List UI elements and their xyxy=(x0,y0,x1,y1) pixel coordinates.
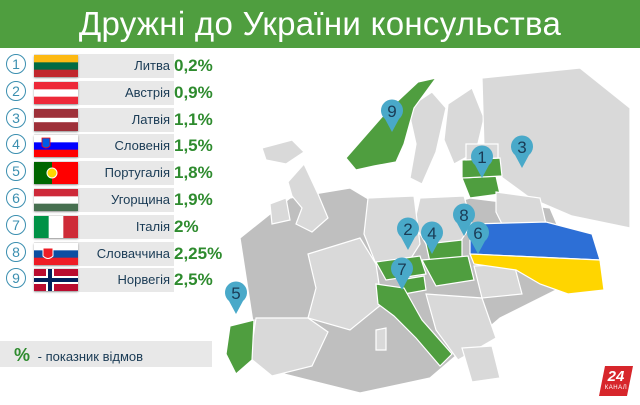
legend-strip xyxy=(0,341,212,367)
country-flag-icon xyxy=(34,81,78,104)
rank-number: 1 xyxy=(6,54,26,74)
refusal-rate-value: 2,5% xyxy=(174,270,213,290)
rank-number: 2 xyxy=(6,80,26,101)
country-ukraine-blue xyxy=(469,221,601,261)
legend-text: - показник відмов xyxy=(37,349,144,364)
map-pin-icon: 2 xyxy=(397,217,419,250)
map-pin-shape xyxy=(453,203,475,236)
map-pin-shape xyxy=(511,135,533,168)
country-name: Словенія xyxy=(114,138,170,154)
map-pin-icon: 6 xyxy=(467,221,490,254)
map-pin-label: 7 xyxy=(397,260,406,279)
map-pin-label: 4 xyxy=(427,224,436,243)
map-pin-icon: 3 xyxy=(511,135,533,168)
map-pin-shape xyxy=(391,257,413,290)
map-pin-icon: 8 xyxy=(453,203,475,236)
map-pin-icon: 4 xyxy=(421,221,443,254)
map-pin-shape xyxy=(225,281,247,314)
country-france xyxy=(307,237,383,331)
map-pin-shape xyxy=(470,145,493,178)
ranking-row: 5 Португалія 1,8% xyxy=(0,161,240,187)
country-name: Угорщина xyxy=(111,192,170,207)
map-pin-shape xyxy=(467,221,490,254)
logo-sub-text: КАНАЛ xyxy=(604,385,628,391)
rank-number: 6 xyxy=(6,188,26,208)
legend-symbol: % xyxy=(14,345,31,365)
country-flag-icon xyxy=(34,215,78,238)
country-flag-icon xyxy=(34,269,78,292)
country-ireland xyxy=(269,197,291,225)
country-name: Норвегія xyxy=(117,272,170,288)
country-name: Італія xyxy=(135,218,170,234)
map-pin-label: 9 xyxy=(387,102,396,121)
map-pin-shape xyxy=(381,99,403,132)
country-flag-icon xyxy=(34,108,78,131)
country-portugal xyxy=(225,319,255,375)
map-pin-label: 5 xyxy=(231,284,240,303)
page-title: Дружні до України консульства xyxy=(78,5,562,42)
rank-number: 8 xyxy=(6,241,26,262)
refusal-rate-value: 1,8% xyxy=(174,163,213,183)
map-pin-label: 3 xyxy=(517,138,526,157)
ranking-row: 2 Австрія 0,9% xyxy=(0,80,240,107)
country-name: Латвія xyxy=(131,111,170,127)
europe-map: 1 2 3 4 5 6 7 8 9 xyxy=(225,67,631,394)
refusal-rate-value: 0,2% xyxy=(174,56,213,75)
country-flag-icon xyxy=(34,162,78,185)
map-pin-icon: 7 xyxy=(391,257,413,290)
refusal-rate-value: 0,9% xyxy=(174,82,213,102)
country-lithuania xyxy=(461,175,501,199)
ranking-row: 8 Словаччина 2,25% xyxy=(0,241,240,268)
logo-shape xyxy=(599,366,633,396)
country-name: Австрія xyxy=(124,84,170,100)
country-name: Словаччина xyxy=(96,245,170,261)
ranking-row: 6 Угорщина 1,9% xyxy=(0,188,240,214)
country-name: Литва xyxy=(134,58,170,73)
rank-number: 9 xyxy=(6,268,26,289)
map-pin-shape xyxy=(421,221,443,254)
rank-number: 7 xyxy=(6,214,26,235)
channel-24-logo: 24 КАНАЛ xyxy=(599,364,633,398)
country-flag-icon xyxy=(34,189,78,211)
country-sweden xyxy=(407,91,447,185)
legend-note: % - показник відмов xyxy=(14,345,143,366)
rank-number: 4 xyxy=(6,134,26,155)
country-flag-icon xyxy=(34,135,78,158)
title-bar: Дружні до України консульства xyxy=(0,0,640,48)
country-flag-icon xyxy=(34,242,78,265)
country-name: Португалія xyxy=(104,165,170,181)
map-pin-label: 1 xyxy=(477,148,486,167)
map-pin-label: 8 xyxy=(459,206,468,225)
country-ukraine-yellow xyxy=(469,253,605,295)
map-pin-icon: 9 xyxy=(381,99,403,132)
map-pin-icon: 5 xyxy=(225,281,247,314)
country-flag-icon xyxy=(34,55,78,77)
country-uk xyxy=(287,162,329,233)
country-hungary xyxy=(421,255,475,287)
rank-number: 5 xyxy=(6,161,26,182)
ranking-row: 1 Литва 0,2% xyxy=(0,54,240,80)
refusal-rate-value: 1,9% xyxy=(174,190,213,209)
country-greece xyxy=(461,345,501,383)
rank-number: 3 xyxy=(6,107,26,128)
map-pin-label: 6 xyxy=(473,224,482,243)
ranking-row: 3 Латвія 1,1% xyxy=(0,107,240,134)
ranking-row: 9 Норвегія 2,5% xyxy=(0,268,240,294)
map-pin-shape xyxy=(397,217,419,250)
map-pin-icon: 1 xyxy=(470,145,493,178)
refusal-rate-value: 1,1% xyxy=(174,109,213,129)
country-sardinia xyxy=(375,327,387,351)
ranking-row: 4 Словенія 1,5% xyxy=(0,134,240,160)
refusal-rate-value: 2% xyxy=(174,216,199,236)
refusal-rate-value: 1,5% xyxy=(174,136,213,156)
logo-main-text: 24 xyxy=(607,368,625,385)
refusal-rate-value: 2,25% xyxy=(174,243,223,263)
map-pin-label: 2 xyxy=(403,220,412,239)
ranking-row: 7 Італія 2% xyxy=(0,214,240,241)
country-italy xyxy=(375,283,453,367)
country-iceland xyxy=(261,139,305,165)
